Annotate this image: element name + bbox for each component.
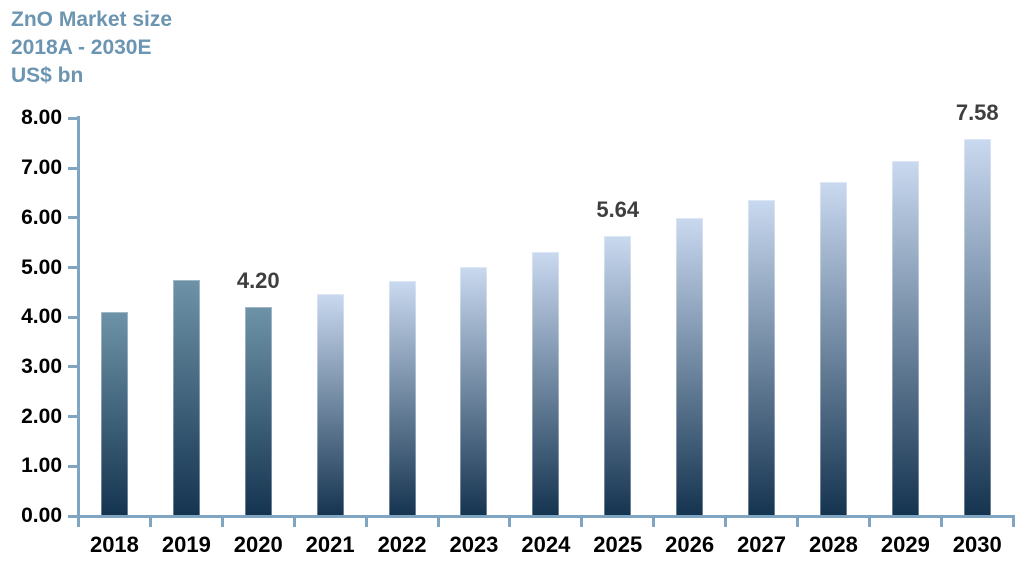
y-axis-tick-label: 2.00 [21, 404, 62, 428]
x-axis-tick-mark [508, 514, 512, 527]
y-axis-tick-label: 8.00 [21, 106, 62, 130]
chart-title-line1: ZnO Market size [11, 8, 173, 31]
y-axis-tick-label: 6.00 [21, 205, 62, 229]
x-axis-tick-mark [436, 514, 440, 527]
x-axis-tick-mark [1011, 514, 1015, 527]
x-axis-category-label: 2030 [952, 532, 1002, 557]
x-axis-category-label: 2026 [665, 532, 715, 557]
x-axis-tick-mark [77, 514, 80, 527]
bar-2019 [172, 279, 200, 517]
x-axis-category-label: 2024 [521, 532, 571, 557]
x-axis-tick-mark [796, 514, 799, 527]
bar-2029 [891, 160, 919, 517]
x-axis-category-label: 2021 [305, 532, 355, 557]
bar-2023 [460, 267, 488, 517]
x-axis-category-label: 2029 [880, 532, 930, 557]
y-axis-tick-label: 1.00 [21, 454, 62, 478]
y-axis-tick-label: 3.00 [21, 354, 62, 378]
y-axis-tick-label: 4.00 [21, 305, 62, 329]
value-label-2020: 4.20 [236, 268, 280, 294]
y-axis-tick-mark [68, 266, 77, 269]
y-axis-tick-label: 5.00 [21, 255, 62, 279]
bar-2030 [963, 139, 991, 517]
x-axis-tick-mark [724, 514, 728, 527]
chart-title: ZnO Market size 2018A - 2030E US$ bn [11, 6, 172, 90]
bar-2027 [748, 200, 776, 517]
bar-2026 [676, 218, 704, 517]
bar-2022 [388, 280, 416, 517]
x-axis-tick-mark [220, 514, 224, 527]
y-axis-tick-mark [68, 116, 77, 120]
x-axis-tick-mark [148, 514, 152, 527]
chart-title-line3: US$ bn [11, 64, 84, 87]
x-axis-category-label: 2020 [233, 532, 283, 557]
x-axis-tick-mark [292, 514, 296, 527]
x-axis-category-label: 2025 [593, 532, 643, 557]
x-axis-tick-mark [364, 514, 368, 527]
x-axis-category-label: 2022 [377, 532, 427, 557]
x-axis-tick-mark [867, 514, 871, 527]
bar-2024 [532, 252, 560, 517]
x-axis-category-label: 2023 [449, 532, 499, 557]
x-axis-tick-mark [652, 514, 656, 527]
bar-2018 [100, 312, 128, 517]
chart-title-line2: 2018A - 2030E [11, 36, 152, 59]
value-label-2025: 5.64 [596, 196, 640, 222]
x-axis-category-label: 2019 [161, 532, 211, 557]
x-axis-category-label: 2027 [737, 532, 787, 557]
y-axis-tick-mark [68, 514, 77, 518]
y-axis-tick-mark [68, 166, 77, 170]
x-axis-category-label: 2028 [808, 532, 858, 557]
y-axis-tick-label: 7.00 [21, 156, 62, 180]
y-axis-tick-mark [68, 315, 77, 319]
y-axis-tick-mark [68, 365, 77, 369]
y-axis-tick-label: 0.00 [21, 504, 62, 527]
bar-2028 [819, 181, 847, 517]
y-axis-tick-mark [68, 216, 77, 220]
bar-2020 [244, 307, 272, 517]
value-label-2030: 7.58 [955, 100, 999, 126]
y-axis-tick-mark [68, 415, 77, 419]
x-axis-tick-mark [580, 514, 584, 527]
y-axis-tick-mark [68, 464, 77, 468]
y-axis-line [77, 116, 80, 517]
x-axis-category-label: 2018 [89, 532, 139, 557]
bar-2021 [316, 294, 344, 517]
x-axis-line [77, 514, 1015, 518]
x-axis-tick-mark [939, 514, 943, 527]
bar-2025 [604, 235, 632, 517]
